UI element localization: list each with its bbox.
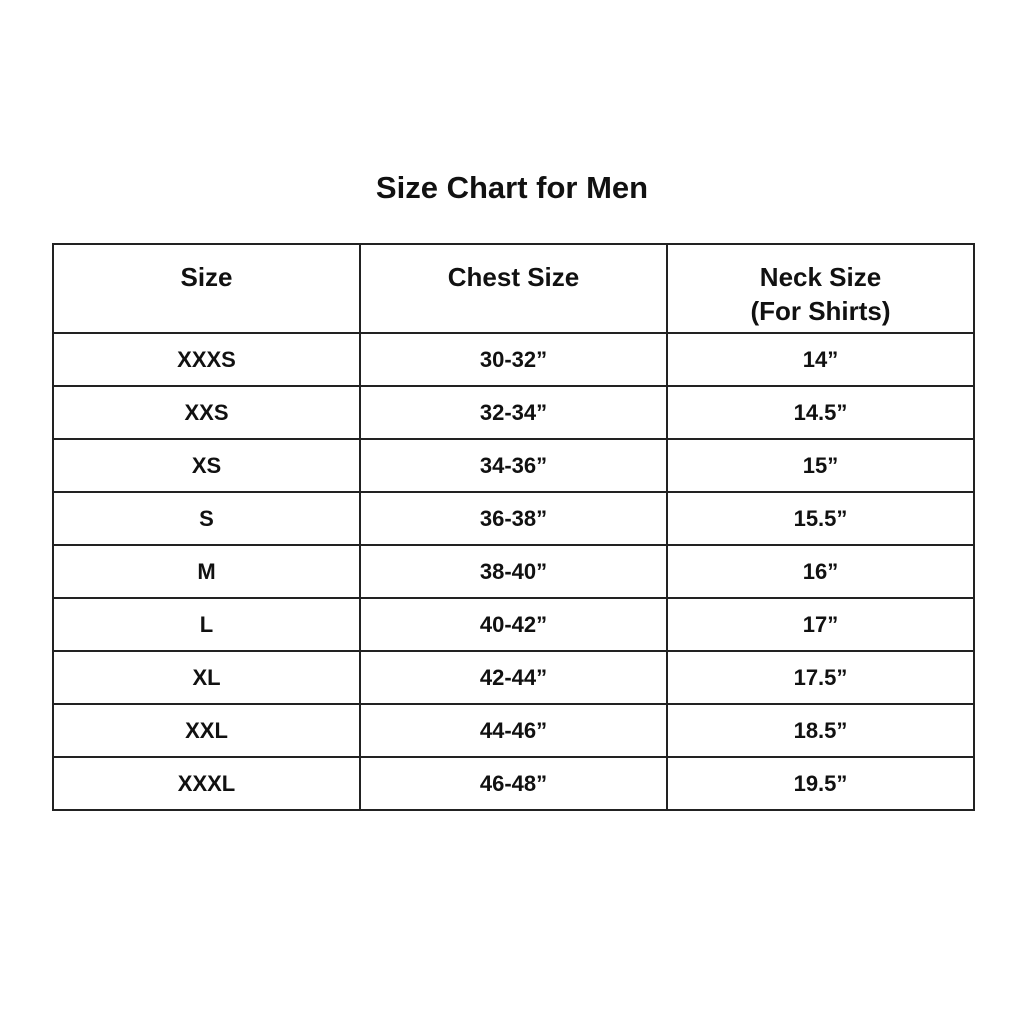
neck-size-cell: 16” <box>666 544 975 599</box>
neck-size-cell: 15.5” <box>666 491 975 546</box>
size-cell: XXL <box>52 703 361 758</box>
size-chart-table: Size Chest Size Neck Size (For Shirts) X… <box>52 243 975 811</box>
neck-size-cell: 18.5” <box>666 703 975 758</box>
table-row: XXXL 46-48” 19.5” <box>52 756 975 811</box>
header-neck-size-label: Neck Size <box>759 262 882 292</box>
size-cell: XS <box>52 438 361 493</box>
table-row: XS 34-36” 15” <box>52 438 975 493</box>
table-row: L 40-42” 17” <box>52 597 975 652</box>
chest-size-cell: 38-40” <box>359 544 668 599</box>
table-row: XL 42-44” 17.5” <box>52 650 975 705</box>
chest-size-cell: 44-46” <box>359 703 668 758</box>
chest-size-cell: 32-34” <box>359 385 668 440</box>
table-row: XXL 44-46” 18.5” <box>52 703 975 758</box>
neck-size-cell: 14” <box>666 332 975 387</box>
neck-size-cell: 15” <box>666 438 975 493</box>
size-cell: XXS <box>52 385 361 440</box>
table-row: S 36-38” 15.5” <box>52 491 975 546</box>
table-row: XXS 32-34” 14.5” <box>52 385 975 440</box>
size-cell: L <box>52 597 361 652</box>
chest-size-cell: 36-38” <box>359 491 668 546</box>
size-cell: XXXS <box>52 332 361 387</box>
header-neck-size-note: (For Shirts) <box>750 296 891 326</box>
neck-size-cell: 17” <box>666 597 975 652</box>
size-cell: S <box>52 491 361 546</box>
header-row: Size Chest Size Neck Size (For Shirts) <box>52 243 975 334</box>
size-cell: XXXL <box>52 756 361 811</box>
chest-size-cell: 30-32” <box>359 332 668 387</box>
page-title: Size Chart for Men <box>375 170 649 205</box>
header-neck-size: Neck Size (For Shirts) <box>666 243 975 334</box>
chest-size-cell: 40-42” <box>359 597 668 652</box>
chest-size-cell: 46-48” <box>359 756 668 811</box>
chest-size-cell: 34-36” <box>359 438 668 493</box>
neck-size-cell: 14.5” <box>666 385 975 440</box>
table-row: M 38-40” 16” <box>52 544 975 599</box>
chest-size-cell: 42-44” <box>359 650 668 705</box>
neck-size-cell: 17.5” <box>666 650 975 705</box>
table-row: XXXS 30-32” 14” <box>52 332 975 387</box>
header-size: Size <box>52 243 361 334</box>
size-cell: M <box>52 544 361 599</box>
neck-size-cell: 19.5” <box>666 756 975 811</box>
header-chest-size: Chest Size <box>359 243 668 334</box>
size-cell: XL <box>52 650 361 705</box>
